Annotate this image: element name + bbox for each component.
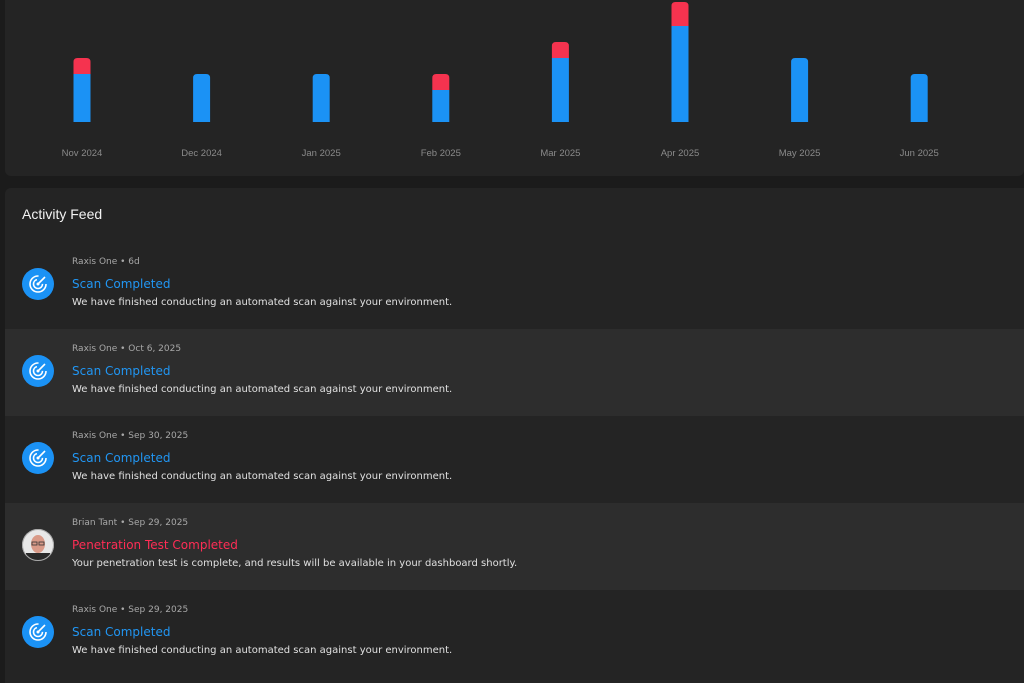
bar-segment [312,74,330,122]
item-text: We have finished conducting an automated… [72,471,453,482]
item-meta: Raxis One • Sep 29, 2025 [72,605,189,615]
radar-icon [22,355,54,387]
x-tick-label: Jun 2025 [900,148,939,159]
bar-segment [432,74,450,90]
radar-icon [22,616,54,648]
item-meta: Brian Tant • Sep 29, 2025 [72,518,189,528]
avatar [22,529,54,561]
bar-segment [551,58,569,122]
bar-segment [671,2,689,26]
bar-segment [193,74,211,122]
x-tick-label: Apr 2025 [661,148,700,159]
x-tick-label: Nov 2024 [62,148,103,159]
item-title[interactable]: Scan Completed [72,277,171,291]
x-tick-label: Dec 2024 [181,148,222,159]
bar-segment [791,58,809,122]
x-tick-label: Mar 2025 [540,148,580,159]
item-meta: Raxis One • 6d [72,257,140,267]
item-title[interactable]: Scan Completed [72,364,171,378]
bar-segment [671,26,689,122]
item-title[interactable]: Scan Completed [72,625,171,639]
item-text: Your penetration test is complete, and r… [72,558,518,569]
bar-segment [73,74,91,122]
item-title[interactable]: Penetration Test Completed [72,538,238,552]
bar-segment [73,58,91,74]
x-tick-label: Jan 2025 [302,148,341,159]
item-text: We have finished conducting an automated… [72,645,453,656]
feed-title: Activity Feed [22,206,103,222]
radar-icon [22,268,54,300]
item-text: We have finished conducting an automated… [72,297,453,308]
item-title[interactable]: Scan Completed [72,451,171,465]
x-tick-label: May 2025 [779,148,821,159]
feed-item: Brian Tant • Sep 29, 2025 Penetration Tes… [5,503,1024,590]
bar-segment [910,74,928,122]
feed-item: Raxis One • Oct 6, 2025 Scan Completed We … [5,329,1024,416]
bar-segment [551,42,569,58]
item-meta: Raxis One • Oct 6, 2025 [72,344,182,354]
bar-segment [432,90,450,122]
feed-item: Raxis One • 6d Scan Completed We have fini… [5,242,1024,329]
x-tick-label: Feb 2025 [421,148,461,159]
feed-item: Raxis One • Sep 29, 2025 Scan Completed We… [5,590,1024,677]
chart: Nov 2024 Dec 2024 Jan 2025 Feb 2025 Mar 2025… [62,2,939,159]
item-text: We have finished conducting an automated… [72,384,453,395]
activity-feed: Activity Feed Raxis One • 6d Scan Complet… [5,188,1024,683]
chart-panel: Nov 2024 Dec 2024 Jan 2025 Feb 2025 Mar 2025… [5,0,1024,176]
feed-item: Raxis One • Sep 30, 2025 Scan Completed We… [5,416,1024,503]
radar-icon [22,442,54,474]
item-meta: Raxis One • Sep 30, 2025 [72,431,189,441]
